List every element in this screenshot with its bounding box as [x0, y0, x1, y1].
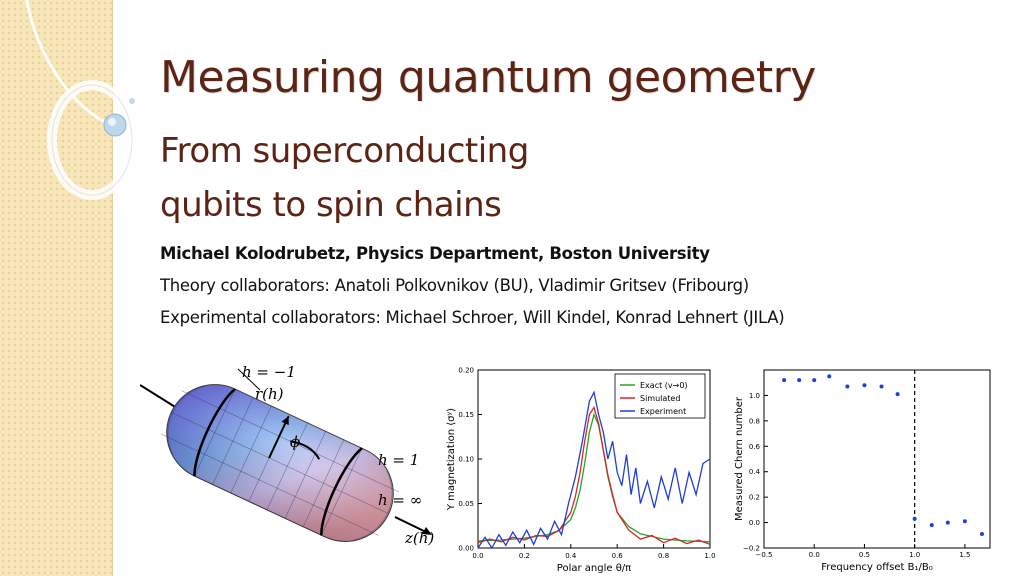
legend-label-1: Simulated	[640, 394, 680, 403]
series-line-1	[477, 405, 711, 546]
chern-number-chart: −0.5 0.0 0.5 1.0 1.5 −0.2 0.0 0.2 0.4 0.6 0.8 1.0 Fr…	[728, 362, 1018, 574]
y-axis-label: Measured Chern number	[734, 396, 745, 521]
series-line-0	[477, 412, 711, 543]
y-tick-label: 0.6	[749, 443, 761, 451]
x-tick-label: 0.5	[859, 551, 870, 559]
experimental-collaborators: Experimental collaborators: Michael Schr…	[160, 308, 785, 327]
data-point	[862, 383, 867, 388]
y-tick-label: 0.20	[458, 367, 474, 375]
slide-title: Measuring quantum geometry	[160, 52, 816, 103]
legend-label-0: Exact (v→0)	[640, 381, 688, 390]
author-line: Michael Kolodrubetz, Physics Department,…	[160, 244, 710, 263]
plot-frame	[763, 369, 991, 549]
y-tick-label: −0.2	[743, 545, 760, 553]
magnetization-chart: 0.0 0.2 0.4 0.6 0.8 1.0 0.00 0.05 0.10 0.15 0.20 Po…	[440, 362, 720, 575]
label-z-of-h: z(h)	[404, 529, 434, 547]
data-point	[962, 519, 967, 524]
data-point	[879, 384, 884, 389]
x-tick-label: −0.5	[756, 551, 773, 559]
label-h-one: h = 1	[378, 451, 419, 469]
label-phi: ϕ	[290, 433, 300, 451]
x-tick-label: 0.6	[612, 552, 624, 560]
x-tick-label: 1.0	[704, 552, 715, 560]
data-point	[812, 378, 817, 383]
decorative-sidebar	[0, 0, 113, 576]
data-point	[895, 392, 900, 397]
subtitle-line-2: qubits to spin chains	[160, 185, 502, 225]
decorative-rings	[23, 0, 167, 200]
x-axis-label: Frequency offset B₁/B₀	[821, 562, 932, 573]
x-tick-label: 0.0	[809, 551, 820, 559]
y-tick-label: 0.10	[458, 456, 474, 464]
y-tick-label: 0.15	[458, 411, 474, 419]
data-point	[782, 378, 787, 383]
x-axis-label: Polar angle θ/π	[557, 563, 631, 574]
y-tick-label: 0.4	[749, 468, 761, 476]
x-tick-label: 1.5	[959, 551, 970, 559]
data-point	[912, 516, 917, 521]
data-point	[979, 532, 984, 537]
label-r-of-h: r(h)	[255, 385, 284, 403]
slide-subtitle: From superconducting qubits to spin chai…	[160, 124, 529, 232]
label-h-minus-one: h = −1	[242, 363, 296, 381]
y-axis-label: Y magnetization ⟨σʸ⟩	[446, 408, 457, 511]
y-tick-label: 1.0	[749, 392, 760, 400]
theory-collaborators: Theory collaborators: Anatoli Polkovniko…	[160, 276, 749, 295]
data-point	[945, 520, 950, 525]
y-tick-label: 0.2	[749, 494, 760, 502]
y-tick-label: 0.05	[458, 500, 474, 508]
data-point	[929, 523, 934, 528]
data-point	[845, 384, 850, 389]
x-tick-label: 0.2	[519, 552, 530, 560]
series-line-2	[477, 390, 711, 550]
subtitle-line-1: From superconducting	[160, 131, 529, 171]
capsule-body	[160, 384, 400, 542]
x-tick-label: 1.0	[909, 551, 920, 559]
y-tick-label: 0.00	[458, 545, 474, 553]
data-point	[797, 378, 802, 383]
x-tick-label: 0.4	[565, 552, 577, 560]
x-tick-label: 0.0	[472, 552, 483, 560]
capsule-figure: h = −1 r(h) ϕ h = 1 h = ∞ z(h)	[140, 355, 445, 570]
x-tick-label: 0.8	[658, 552, 669, 560]
data-point	[827, 374, 832, 379]
legend-label-2: Experiment	[640, 407, 686, 416]
label-h-infinity: h = ∞	[378, 491, 422, 509]
y-tick-label: 0.8	[749, 417, 760, 425]
y-tick-label: 0.0	[749, 519, 760, 527]
